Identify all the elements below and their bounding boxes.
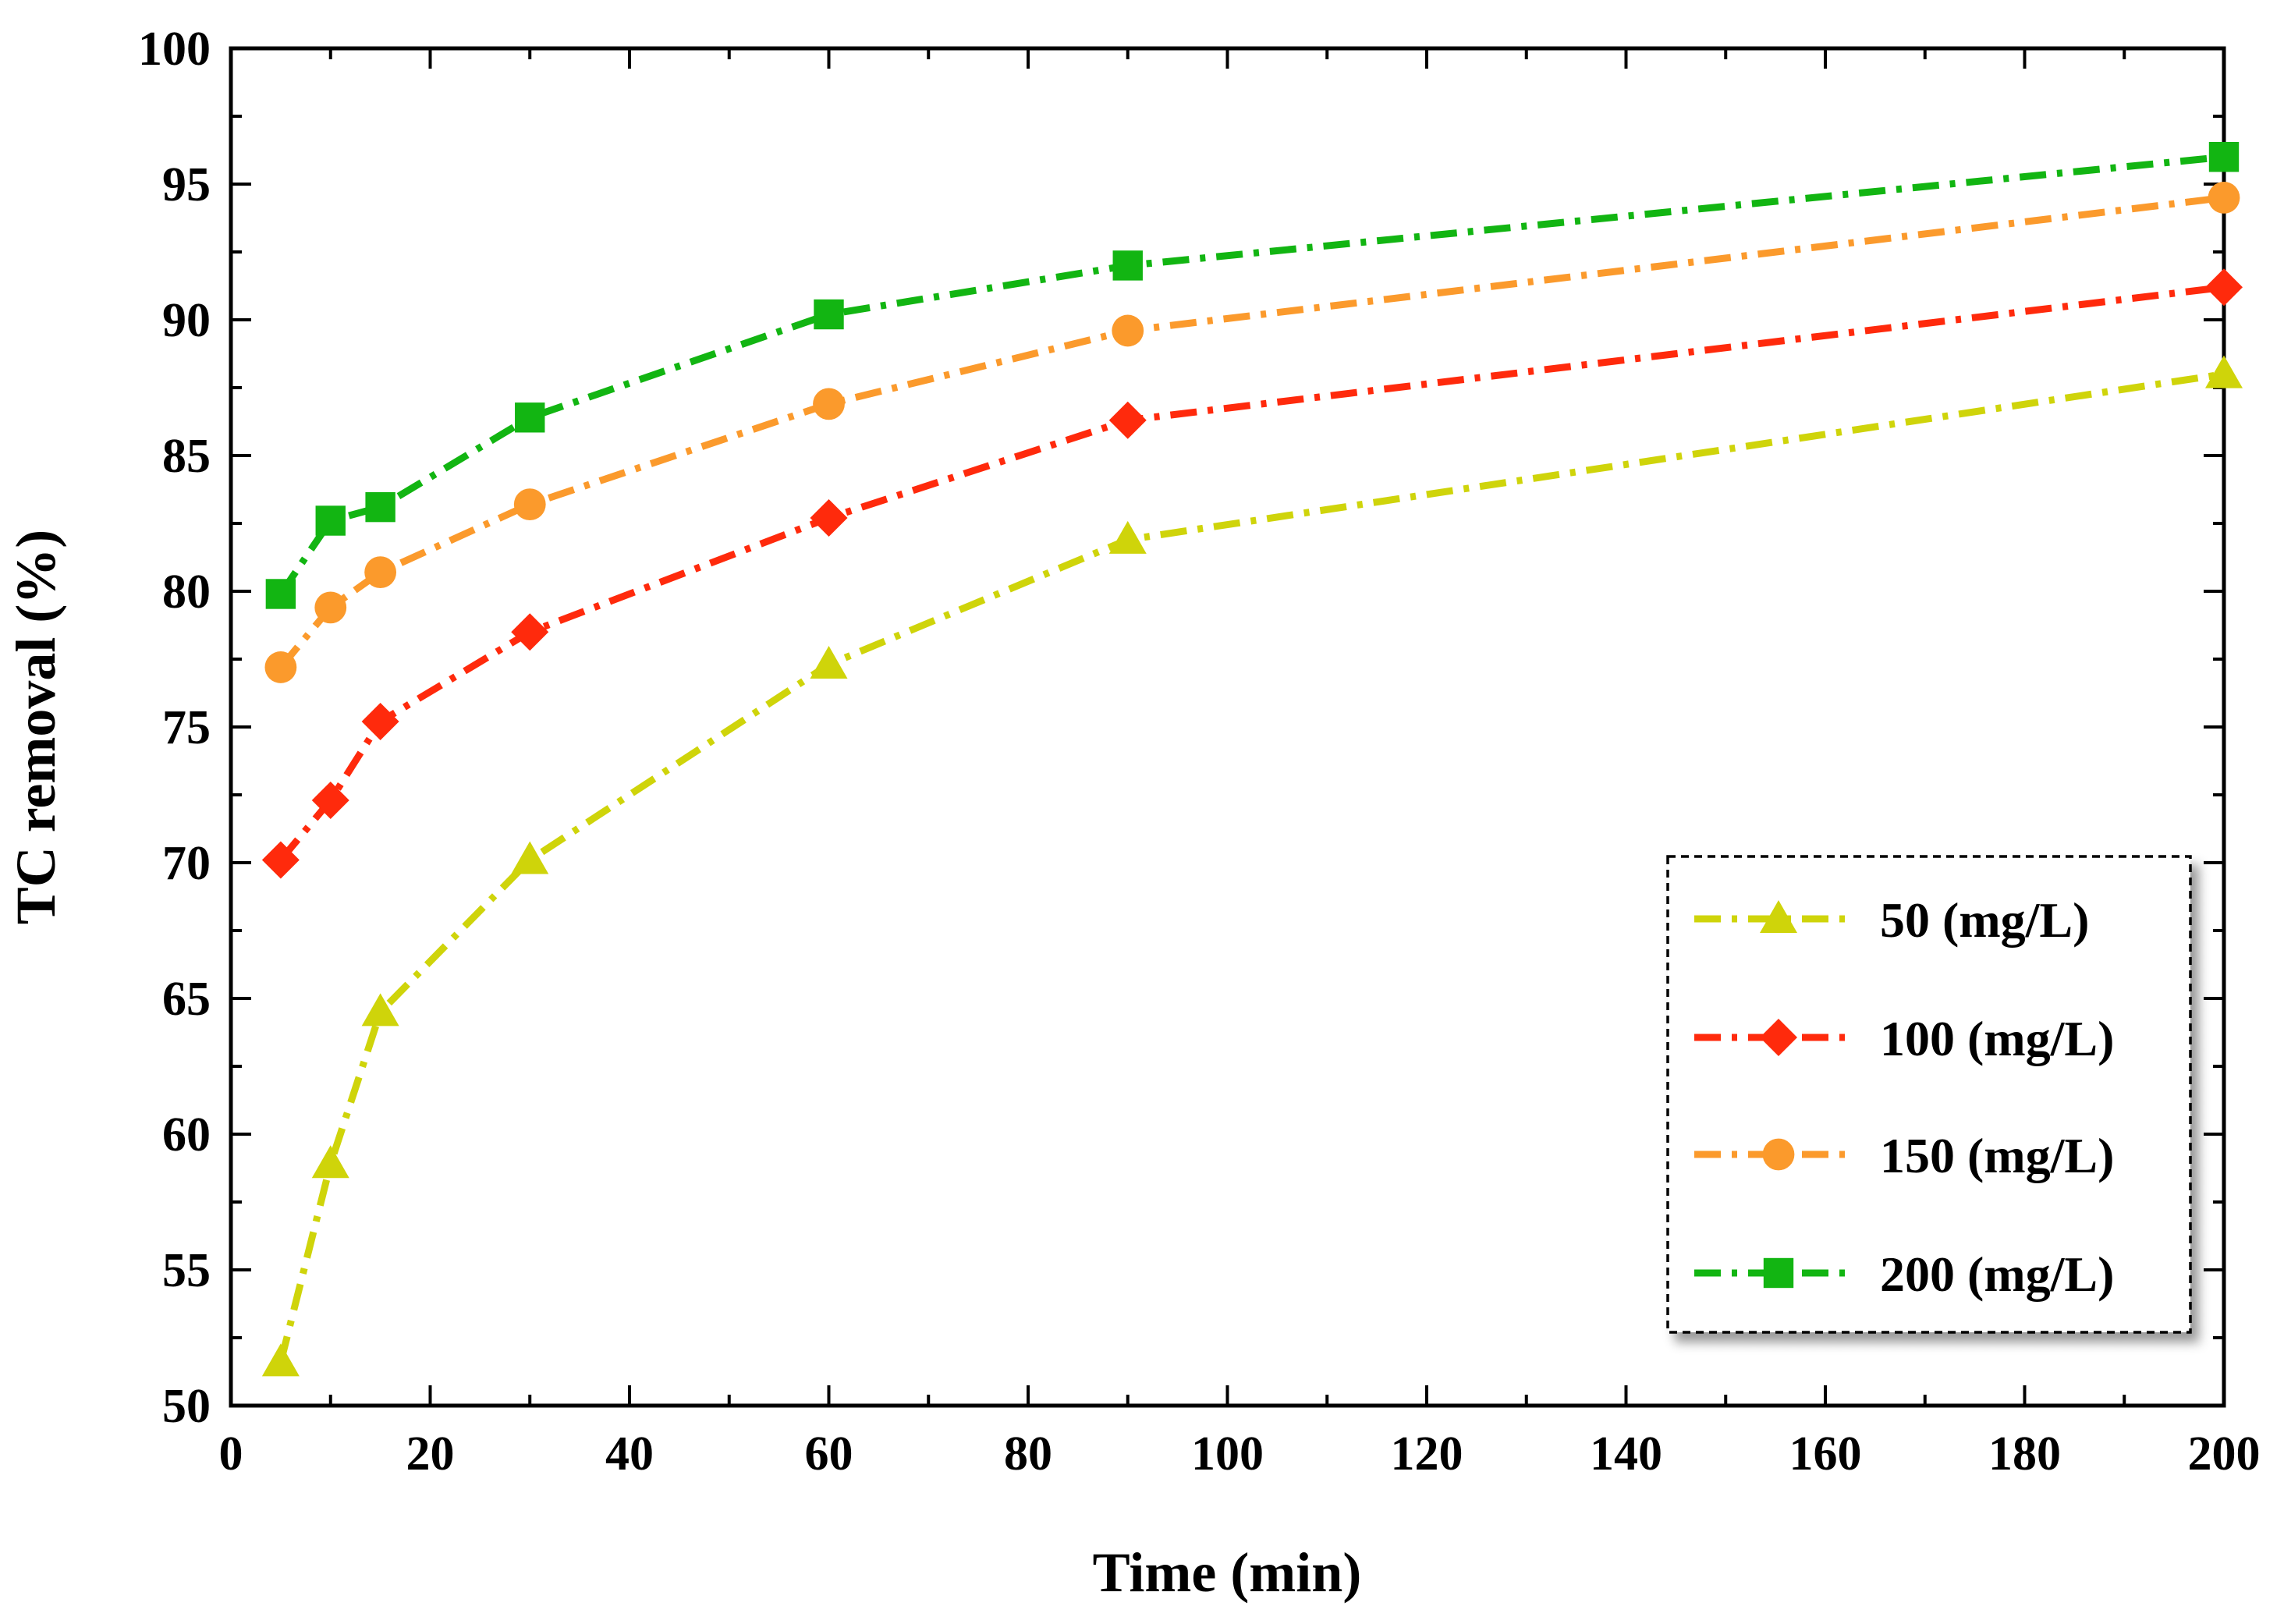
legend: 50 (mg/L) 100 (mg/L) 150 (mg/L) 200 (mg/L) (1666, 855, 2192, 1334)
legend-label: 50 (mg/L) (1880, 892, 2089, 948)
data-point (515, 402, 545, 433)
data-point (1112, 250, 1143, 281)
legend-entry: 100 (mg/L) (1694, 1011, 2114, 1066)
data-point (2208, 182, 2240, 214)
legend-label: 100 (mg/L) (1880, 1011, 2114, 1066)
y-tick-label: 90 (162, 294, 211, 347)
data-point (364, 556, 397, 589)
x-tick-label: 0 (219, 1427, 243, 1480)
series-circle (264, 182, 2240, 683)
data-point (1108, 520, 1147, 554)
y-tick-label: 70 (162, 837, 211, 890)
legend-marker (1762, 1138, 1795, 1171)
data-point (311, 1145, 349, 1179)
data-point (361, 993, 399, 1027)
data-point (361, 703, 399, 741)
series-layer (261, 142, 2243, 1377)
legend-entry: 150 (mg/L) (1694, 1128, 2114, 1183)
y-tick-label: 55 (162, 1244, 211, 1297)
data-point (265, 579, 296, 609)
data-point (810, 645, 848, 679)
x-tick-label: 160 (1789, 1427, 1862, 1480)
series-line (278, 283, 2225, 863)
y-tick-label: 85 (162, 430, 211, 483)
legend-entry: 50 (mg/L) (1694, 892, 2089, 948)
data-point (264, 651, 297, 683)
x-tick-label: 20 (406, 1427, 455, 1480)
legend-box (1666, 855, 2192, 1334)
data-point (513, 488, 546, 521)
data-point (311, 781, 349, 819)
data-point (261, 1343, 300, 1377)
x-tick-label: 60 (805, 1427, 853, 1480)
series-line (278, 153, 2225, 597)
legend-marker (1760, 900, 1797, 933)
x-tick-label: 100 (1191, 1427, 1264, 1480)
data-point (813, 388, 845, 420)
data-point (2205, 268, 2243, 307)
x-tick-label: 120 (1391, 1427, 1463, 1480)
y-tick-label: 95 (162, 158, 211, 211)
series-square (265, 142, 2240, 609)
legend-entry: 200 (mg/L) (1694, 1246, 2114, 1302)
data-point (365, 491, 395, 523)
y-tick-label: 100 (138, 23, 211, 76)
legend-marker (1760, 1019, 1797, 1056)
x-tick-label: 40 (605, 1427, 654, 1480)
axis-tick-labels: 0 20 40 60 80 100 120 140 160 180 200 50 55 60 65 70 75 8… (138, 23, 2261, 1480)
series-triangle (261, 355, 2243, 1377)
legend-marker (1763, 1257, 1794, 1289)
data-point (261, 841, 300, 879)
y-tick-label: 50 (162, 1380, 211, 1433)
data-point (314, 591, 347, 624)
data-point (814, 299, 844, 330)
data-point (315, 505, 346, 536)
y-tick-label: 75 (162, 701, 211, 754)
data-point (1112, 314, 1144, 347)
x-tick-label: 180 (1988, 1427, 2061, 1480)
data-point (1108, 401, 1147, 439)
x-tick-label: 140 (1590, 1427, 1662, 1480)
y-tick-label: 60 (162, 1108, 211, 1161)
data-point (511, 613, 549, 651)
legend-label: 150 (mg/L) (1880, 1128, 2114, 1183)
y-tick-label: 80 (162, 566, 211, 619)
x-tick-label: 80 (1004, 1427, 1052, 1480)
data-point (2208, 142, 2240, 172)
y-tick-label: 65 (162, 973, 211, 1026)
series-line (278, 193, 2225, 670)
series-diamond (261, 268, 2243, 879)
x-tick-label: 200 (2188, 1427, 2261, 1480)
data-point (2205, 355, 2243, 388)
x-axis-title: Time (min) (1093, 1541, 1362, 1604)
y-axis-title: TC removal (%) (5, 530, 67, 925)
data-point (511, 841, 549, 874)
legend-label: 200 (mg/L) (1880, 1246, 2114, 1302)
data-point (810, 499, 848, 537)
